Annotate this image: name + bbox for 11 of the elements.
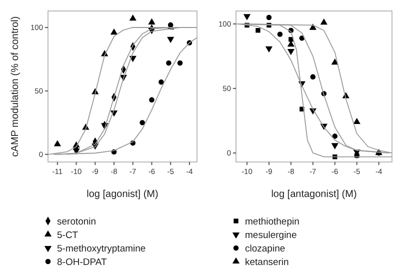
legend-label: clozapine xyxy=(245,244,286,254)
y-axis-title: cAMP modulation (% of control) xyxy=(10,16,21,157)
legend-label: methiothepin xyxy=(245,216,300,228)
x-axis-title: log [agonist] (M) xyxy=(86,189,158,200)
legend-label: 8-OH-DPAT xyxy=(57,257,107,268)
legend-label: mesulergine xyxy=(245,230,297,241)
x-axis-title: log [antagonist] (M) xyxy=(271,189,357,200)
legend-label: 5-methoxytryptamine xyxy=(57,244,146,254)
legend-label: 5-CT xyxy=(57,230,78,241)
legend-label: ketanserin xyxy=(245,257,289,268)
legend-label: serotonin xyxy=(57,216,96,228)
